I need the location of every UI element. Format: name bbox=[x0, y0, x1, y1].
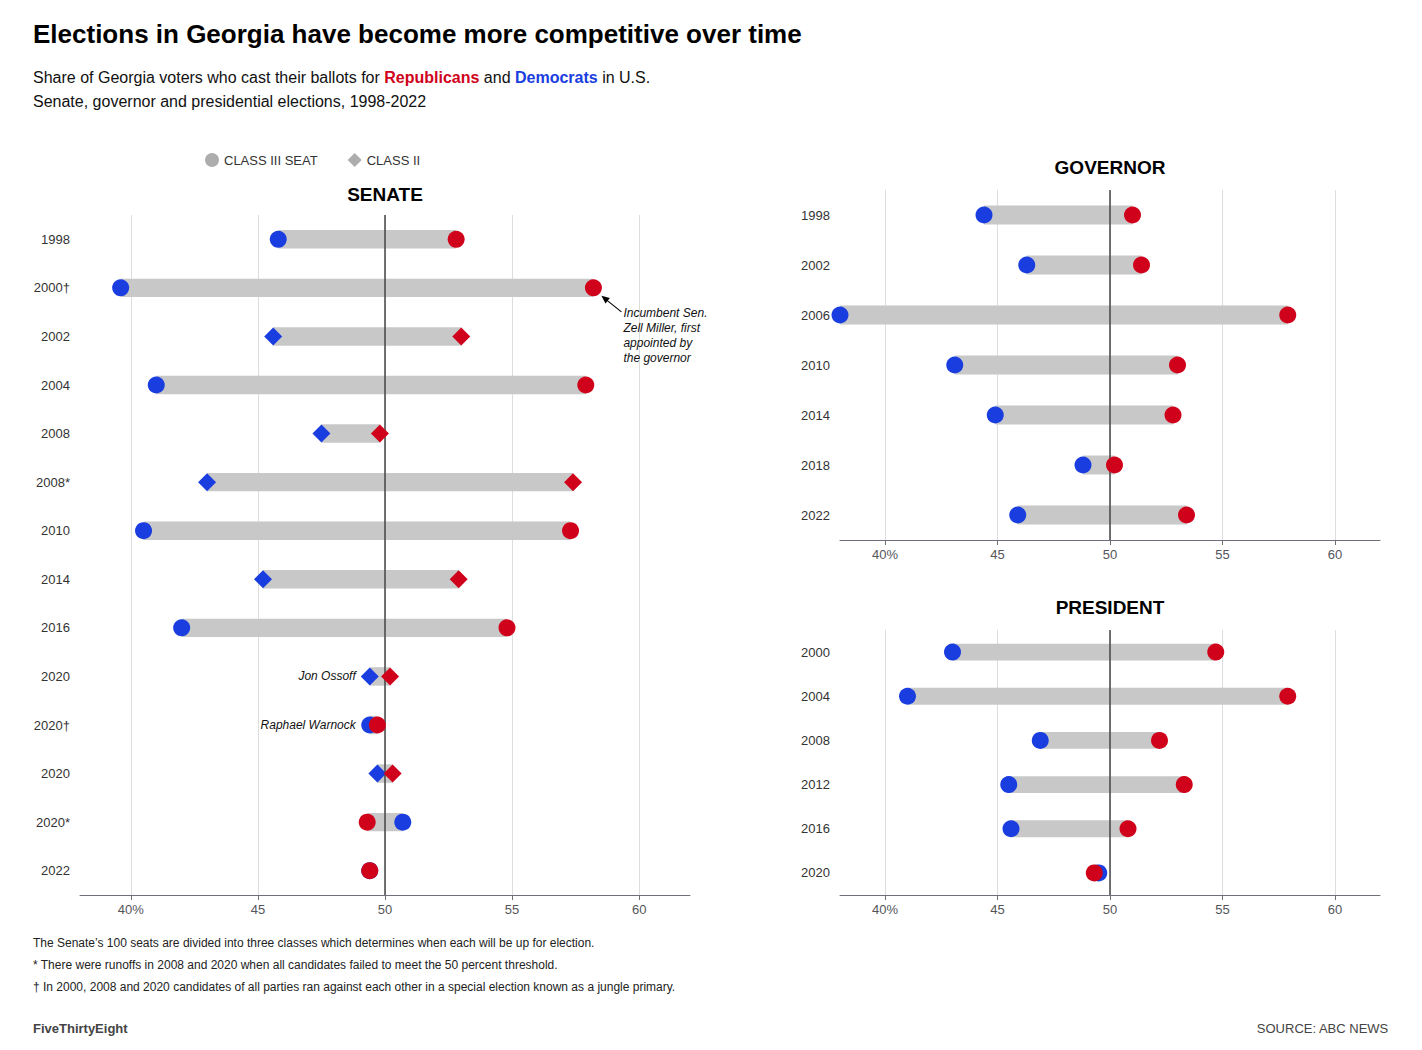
svg-text:Zell Miller, first: Zell Miller, first bbox=[622, 321, 700, 335]
svg-text:2010: 2010 bbox=[801, 358, 830, 373]
svg-text:2020: 2020 bbox=[41, 766, 70, 781]
svg-text:Incumbent Sen.: Incumbent Sen. bbox=[623, 306, 707, 320]
svg-text:FiveThirtyEight: FiveThirtyEight bbox=[33, 1021, 128, 1036]
svg-text:CLASS III SEAT: CLASS III SEAT bbox=[224, 153, 318, 168]
svg-text:SOURCE: ABC NEWS: SOURCE: ABC NEWS bbox=[1257, 1021, 1389, 1036]
svg-text:Senate, governor and president: Senate, governor and presidential electi… bbox=[33, 93, 426, 110]
svg-text:2022: 2022 bbox=[41, 863, 70, 878]
svg-text:CLASS II: CLASS II bbox=[367, 153, 420, 168]
svg-text:2020†: 2020† bbox=[34, 718, 70, 733]
svg-text:55: 55 bbox=[1215, 547, 1229, 562]
svg-text:PRESIDENT: PRESIDENT bbox=[1056, 597, 1165, 618]
svg-text:2016: 2016 bbox=[801, 821, 830, 836]
svg-text:* There were runoffs in 2008 a: * There were runoffs in 2008 and 2020 wh… bbox=[33, 958, 558, 972]
svg-text:1998: 1998 bbox=[801, 208, 830, 223]
svg-text:2020: 2020 bbox=[801, 865, 830, 880]
svg-text:2008: 2008 bbox=[801, 733, 830, 748]
svg-text:2014: 2014 bbox=[41, 572, 70, 587]
svg-text:2018: 2018 bbox=[801, 458, 830, 473]
svg-text:2004: 2004 bbox=[801, 689, 830, 704]
svg-text:the governor: the governor bbox=[623, 351, 691, 365]
svg-text:60: 60 bbox=[1328, 902, 1342, 917]
svg-text:40%: 40% bbox=[872, 902, 898, 917]
svg-text:Jon Ossoff: Jon Ossoff bbox=[297, 669, 357, 683]
svg-text:60: 60 bbox=[632, 902, 646, 917]
svg-text:55: 55 bbox=[505, 902, 519, 917]
svg-text:2006: 2006 bbox=[801, 308, 830, 323]
svg-text:45: 45 bbox=[990, 902, 1004, 917]
svg-text:Democrats: Democrats bbox=[515, 69, 598, 86]
svg-text:2000†: 2000† bbox=[34, 280, 70, 295]
svg-text:50: 50 bbox=[1103, 902, 1117, 917]
svg-text:60: 60 bbox=[1328, 547, 1342, 562]
svg-text:† In 2000, 2008 and 2020 candi: † In 2000, 2008 and 2020 candidates of a… bbox=[33, 980, 675, 994]
svg-text:appointed by: appointed by bbox=[623, 336, 693, 350]
svg-text:55: 55 bbox=[1215, 902, 1229, 917]
svg-text:2008*: 2008* bbox=[36, 475, 70, 490]
svg-text:SENATE: SENATE bbox=[347, 184, 423, 205]
svg-text:1998: 1998 bbox=[41, 232, 70, 247]
svg-text:2008: 2008 bbox=[41, 426, 70, 441]
svg-text:2020: 2020 bbox=[41, 669, 70, 684]
svg-text:2010: 2010 bbox=[41, 523, 70, 538]
svg-text:Raphael Warnock: Raphael Warnock bbox=[261, 718, 357, 732]
svg-text:2020*: 2020* bbox=[36, 815, 70, 830]
svg-text:and: and bbox=[479, 69, 515, 86]
svg-text:2016: 2016 bbox=[41, 620, 70, 635]
svg-text:GOVERNOR: GOVERNOR bbox=[1055, 157, 1166, 178]
svg-text:40%: 40% bbox=[118, 902, 144, 917]
svg-text:in U.S.: in U.S. bbox=[598, 69, 650, 86]
svg-text:50: 50 bbox=[378, 902, 392, 917]
svg-text:45: 45 bbox=[990, 547, 1004, 562]
svg-text:The Senate’s 100 seats are div: The Senate’s 100 seats are divided into … bbox=[33, 936, 594, 950]
svg-text:2004: 2004 bbox=[41, 378, 70, 393]
svg-text:45: 45 bbox=[251, 902, 265, 917]
svg-text:Elections in Georgia have beco: Elections in Georgia have become more co… bbox=[33, 19, 802, 49]
svg-text:2022: 2022 bbox=[801, 508, 830, 523]
svg-text:2002: 2002 bbox=[41, 329, 70, 344]
svg-text:2012: 2012 bbox=[801, 777, 830, 792]
svg-text:40%: 40% bbox=[872, 547, 898, 562]
svg-text:50: 50 bbox=[1103, 547, 1117, 562]
svg-text:Share of Georgia voters who ca: Share of Georgia voters who cast their b… bbox=[33, 69, 384, 86]
svg-text:2002: 2002 bbox=[801, 258, 830, 273]
svg-text:2000: 2000 bbox=[801, 645, 830, 660]
svg-text:Republicans: Republicans bbox=[384, 69, 479, 86]
svg-text:2014: 2014 bbox=[801, 408, 830, 423]
